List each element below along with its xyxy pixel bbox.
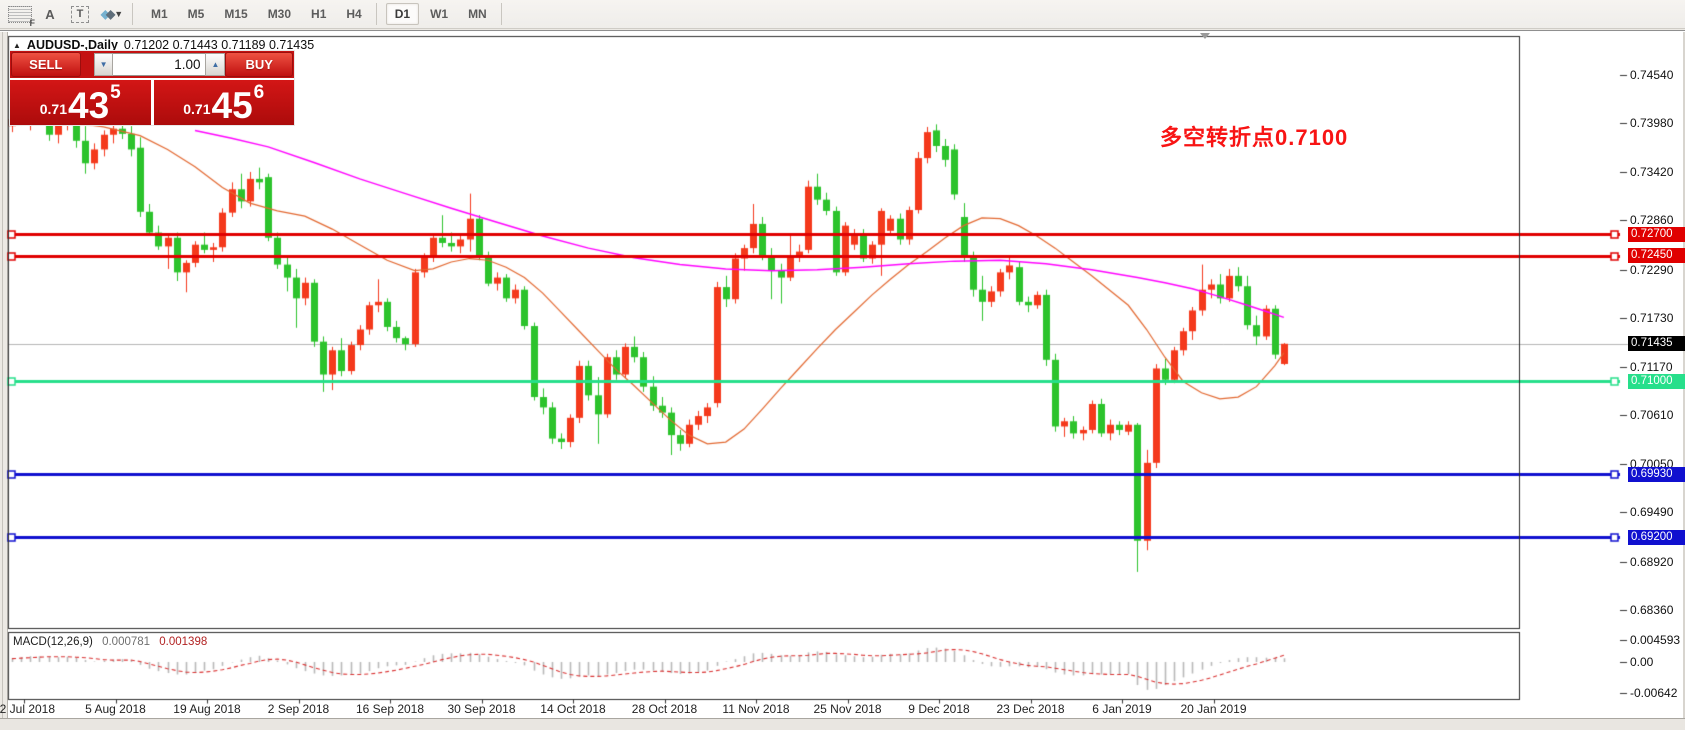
level-price-label: 0.69200 [1628,529,1685,545]
collapse-panel-icon[interactable]: ▲ [13,40,21,50]
buy-price-point: 6 [253,82,265,103]
timeframe-button-h4[interactable]: H4 [346,7,362,21]
date-axis[interactable]: 22 Jul 2018 5 Aug 2018 19 Aug 2018 2 Sep 20… [0,701,1685,718]
date-tick-label: 20 Jan 2019 [1180,702,1247,716]
price-axis[interactable]: 0.74540 0.73980 0.73420 0.72860 0.72290 0.717… [1628,0,1685,730]
level-price-label: 0.72700 [1628,226,1685,242]
date-tick-label: 23 Dec 2018 [996,702,1065,716]
price-tick-label: 0.73420 [1630,164,1674,179]
level-price-label: 0.71000 [1628,373,1685,389]
toolbar-separator [375,3,377,25]
timeframe-button-m15[interactable]: M15 [224,7,248,21]
date-tick-label: 14 Oct 2018 [540,702,606,716]
sell-price-point: 5 [110,82,121,103]
price-tick-label: 0.71730 [1630,311,1674,326]
timeframe-button-m1[interactable]: M1 [151,7,168,21]
macd-indicator-label: MACD(12,26,9) 0.000781 0.001398 [13,636,207,648]
macd-tick-label: 0.004593 [1630,632,1681,647]
chart-title: ▲ AUDUSD-,Daily 0.71202 0.71443 0.71189 … [13,38,314,52]
price-tick-label: 0.73980 [1630,116,1674,131]
diamond-icon: ◆ [100,7,110,21]
text-label-icon[interactable]: A [45,6,55,22]
price-tick-label: 0.72290 [1630,262,1674,277]
toolbar: F A T ◆ ◆ ▼ M1 M5 M15 M30 H1 H4 D1 W1 MN [0,0,1685,29]
macd-main-value: 0.000781 [102,636,151,648]
buy-price-button[interactable]: 0.71 45 6 [153,80,294,126]
date-tick-label: 22 Jul 2018 [0,702,56,716]
date-tick-label: 5 Aug 2018 [85,702,146,716]
sell-button[interactable]: SELL [11,52,81,77]
volume-decrease-button[interactable]: ▼ [93,53,114,76]
macd-tick-label: -0.00642 [1630,685,1678,700]
buy-button[interactable]: BUY [225,52,293,77]
chart-annotation-text: 多空转折点0.7100 [1160,125,1349,150]
chevron-down-icon[interactable]: ▼ [114,9,123,19]
one-click-trading-panel: SELL ▼ ▲ BUY 0.71 43 5 0.71 45 6 [10,51,294,125]
price-tick-label: 0.68360 [1630,603,1674,617]
date-tick-label: 11 Nov 2018 [722,702,790,716]
sell-price-pips: 43 [68,84,110,126]
buy-price-prefix: 0.71 [183,101,211,117]
date-tick-label: 2 Sep 2018 [267,702,330,716]
price-tick-label: 0.69490 [1630,505,1674,520]
volume-increase-button[interactable]: ▲ [205,53,226,76]
sell-price-button[interactable]: 0.71 43 5 [10,80,151,125]
level-price-label: 0.69930 [1628,466,1685,482]
date-tick-label: 16 Sep 2018 [355,702,425,716]
date-tick-label: 6 Jan 2019 [1092,702,1152,716]
chart-shift-marker-icon [1200,33,1210,39]
macd-name: MACD(12,26,9) [13,636,93,648]
timeframe-button-d1[interactable]: D1 [385,3,420,25]
timeframe-button-w1[interactable]: W1 [430,7,449,21]
date-tick-label: 30 Sep 2018 [447,702,516,716]
macd-tick-label: 0.00 [1630,655,1654,669]
toolbar-separator [500,3,502,25]
price-tick-label: 0.71170 [1630,359,1673,374]
date-tick-label: 25 Nov 2018 [813,702,882,716]
text-box-icon[interactable]: T [71,5,89,23]
sell-price-prefix: 0.71 [39,101,67,117]
timeframe-button-m30[interactable]: M30 [267,7,292,21]
current-price-label: 0.71435 [1628,336,1685,352]
drawing-tools-icon[interactable]: ◆ ◆ ▼ [98,3,123,25]
timeframe-button-m5[interactable]: M5 [187,7,205,21]
volume-input[interactable] [113,53,206,76]
date-tick-label: 28 Oct 2018 [631,702,698,716]
timeframe-button-h1[interactable]: H1 [311,7,327,21]
level-price-label: 0.72450 [1628,248,1685,264]
price-tick-label: 0.74540 [1630,68,1674,82]
macd-axis[interactable]: 0.004593 0.00 -0.00642 [1628,0,1685,730]
price-tick-label: 0.70610 [1630,408,1674,423]
buy-price-pips: 45 [211,84,253,126]
ohlc-values: 0.71202 0.71443 0.71189 0.71435 [123,38,315,52]
date-tick-label: 9 Dec 2018 [908,702,970,716]
date-tick-label: 19 Aug 2018 [173,702,241,716]
price-tick-label: 0.72860 [1630,213,1674,228]
timeframe-button-mn[interactable]: MN [468,7,487,21]
diamond-icon: ◆ [106,7,115,21]
indicator-window-icon[interactable]: F [8,5,35,28]
symbol-period-label: AUDUSD-,Daily [26,38,118,52]
macd-signal-value: 0.001398 [159,636,208,648]
toolbar-separator [132,3,133,25]
price-tick-label: 0.68920 [1630,554,1674,569]
